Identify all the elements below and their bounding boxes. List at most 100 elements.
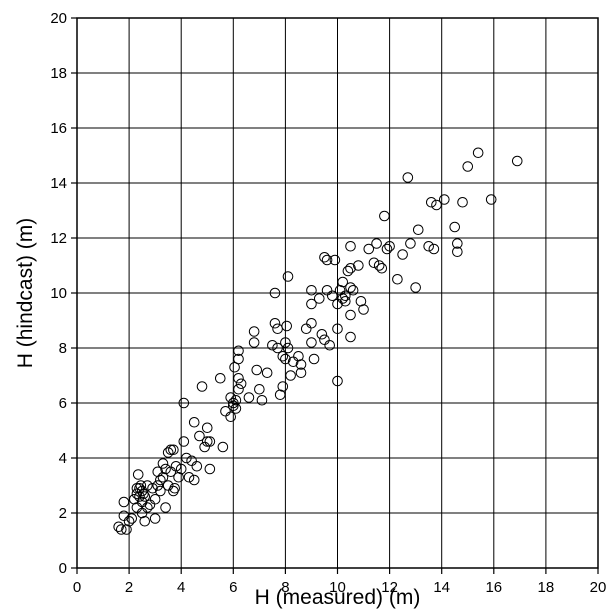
data-point <box>347 284 359 296</box>
data-point <box>126 513 138 524</box>
data-point <box>412 224 424 236</box>
data-point <box>306 284 317 296</box>
data-point <box>300 323 312 335</box>
data-point <box>342 265 354 277</box>
data-point <box>280 337 291 348</box>
data-point <box>139 491 151 502</box>
data-point <box>381 243 393 255</box>
data-point <box>282 271 294 282</box>
y-tick-label: 14 <box>50 175 67 192</box>
data-point <box>368 257 380 269</box>
data-point <box>295 367 307 379</box>
data-point <box>281 320 293 332</box>
data-point <box>118 496 130 508</box>
x-tick-label: 6 <box>229 579 237 596</box>
data-point <box>326 290 338 302</box>
data-point <box>345 309 356 321</box>
data-point <box>319 251 330 263</box>
data-point <box>306 317 317 329</box>
data-point <box>332 323 343 335</box>
data-point <box>319 334 330 346</box>
data-point <box>282 342 294 354</box>
y-tick-label: 12 <box>50 230 67 247</box>
data-point <box>175 463 187 475</box>
data-point <box>329 254 341 266</box>
data-point <box>306 337 317 348</box>
data-point <box>272 323 283 335</box>
data-point <box>132 469 144 480</box>
data-point <box>267 339 278 351</box>
data-point <box>155 485 166 497</box>
data-point <box>183 471 195 483</box>
data-point <box>425 196 437 208</box>
y-tick-label: 6 <box>59 395 67 412</box>
data-points <box>113 147 523 535</box>
data-point <box>337 293 349 304</box>
data-point <box>191 460 203 472</box>
data-point <box>363 243 375 255</box>
data-point <box>230 403 242 414</box>
data-point <box>373 260 385 271</box>
data-point <box>345 331 356 343</box>
data-point <box>410 282 421 293</box>
data-point <box>201 422 213 434</box>
data-point <box>269 317 281 329</box>
data-point <box>243 392 255 403</box>
data-point <box>321 254 333 266</box>
data-point <box>160 463 171 475</box>
data-point <box>204 463 216 475</box>
data-point <box>261 367 273 379</box>
x-tick-label: 10 <box>329 579 346 596</box>
data-point <box>233 383 244 395</box>
y-tick-label: 2 <box>59 505 67 522</box>
data-point <box>439 194 450 205</box>
data-point <box>248 326 260 337</box>
data-point <box>285 370 296 381</box>
data-point <box>306 298 317 310</box>
data-point <box>188 474 200 486</box>
data-point <box>423 240 434 252</box>
data-point <box>449 221 461 233</box>
x-tick-label: 16 <box>485 579 502 596</box>
data-point <box>233 353 244 365</box>
data-point <box>149 513 161 524</box>
data-point <box>230 394 242 406</box>
data-point <box>115 524 127 535</box>
y-tick-label: 10 <box>50 285 67 302</box>
x-tick-label: 4 <box>177 579 185 596</box>
data-point <box>181 452 192 464</box>
y-tick-label: 20 <box>50 10 67 27</box>
data-point <box>452 238 463 249</box>
x-tick-label: 2 <box>125 579 133 596</box>
data-point <box>233 345 244 357</box>
data-point <box>199 441 210 453</box>
data-point <box>428 243 440 255</box>
data-point <box>457 196 468 208</box>
data-point <box>371 238 382 249</box>
y-tick-label: 16 <box>50 120 67 137</box>
data-point <box>452 246 463 258</box>
data-point <box>280 353 291 365</box>
data-point <box>321 284 333 296</box>
data-point <box>397 249 408 260</box>
data-point <box>178 436 190 447</box>
data-point <box>228 400 239 412</box>
data-point <box>157 458 169 469</box>
data-point <box>358 304 369 315</box>
data-point <box>139 515 151 527</box>
data-point <box>256 394 268 406</box>
data-point <box>168 444 179 456</box>
data-point <box>162 447 174 458</box>
data-point <box>405 238 416 249</box>
x-tick-label: 0 <box>73 579 81 596</box>
data-point <box>511 155 523 167</box>
data-point <box>147 482 158 494</box>
data-point <box>345 282 356 293</box>
data-point <box>152 480 164 491</box>
y-axis-title: H (hindcast) (m) <box>14 218 37 369</box>
data-point <box>248 337 260 348</box>
data-point <box>353 260 364 271</box>
data-point <box>316 328 328 340</box>
data-point <box>142 480 153 491</box>
data-point <box>201 436 213 447</box>
